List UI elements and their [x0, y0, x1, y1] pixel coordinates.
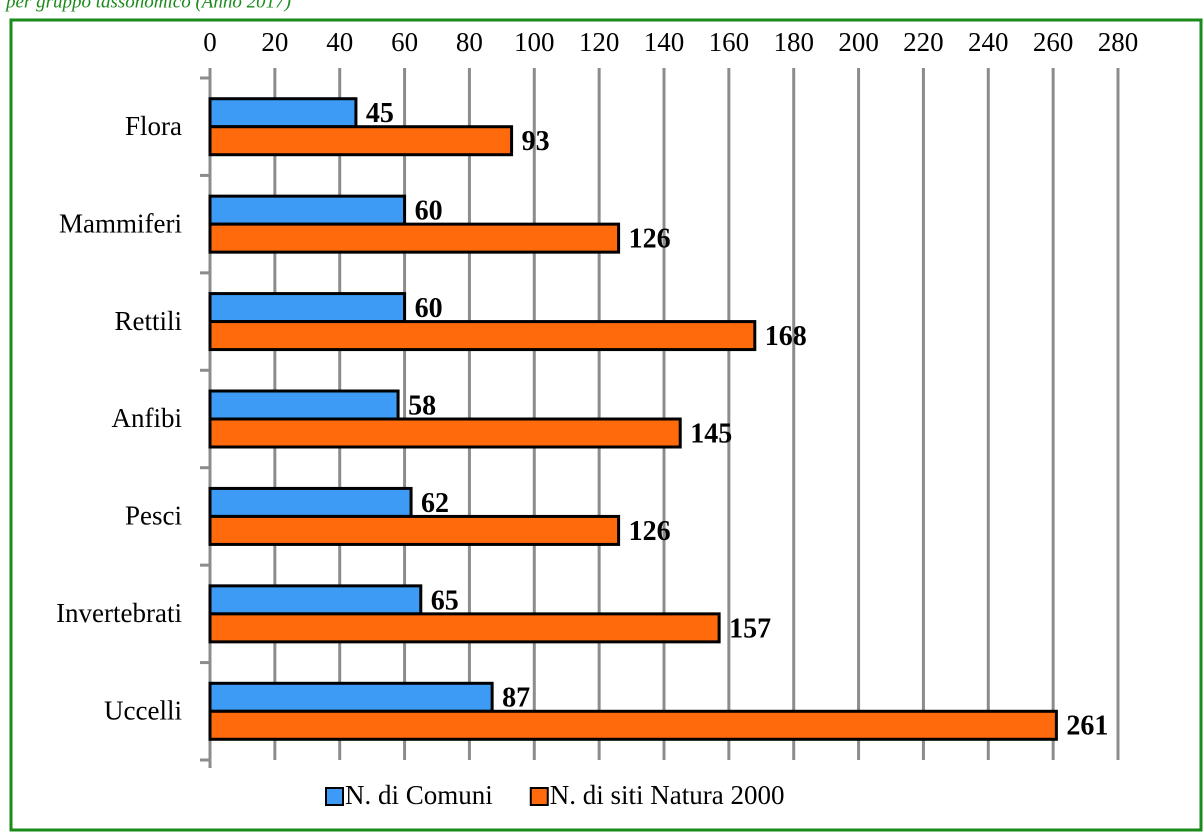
y-tick-label: Pesci	[125, 501, 182, 531]
data-label: 157	[729, 613, 771, 644]
data-label: 60	[415, 196, 443, 227]
bar	[208, 97, 358, 129]
bar	[208, 709, 1058, 741]
x-tick-label: 120	[579, 27, 620, 57]
x-tick-label: 240	[968, 27, 1009, 57]
y-tick-label: Uccelli	[104, 695, 182, 725]
data-label: 65	[431, 585, 459, 616]
y-tick-label: Invertebrati	[56, 598, 182, 628]
y-tick-label: Flora	[125, 111, 182, 141]
bar	[208, 222, 621, 254]
x-tick-label: 140	[644, 27, 685, 57]
y-tick-label: Anfibi	[112, 403, 183, 433]
x-tick-label: 80	[456, 27, 483, 57]
data-label: 62	[421, 488, 449, 519]
bar	[208, 194, 407, 226]
data-label: 168	[765, 321, 807, 352]
chart-subtitle: per gruppo tassonomico (Anno 2017)	[4, 0, 291, 12]
legend-swatch	[325, 787, 344, 806]
data-label: 126	[629, 224, 671, 255]
x-tick-label: 20	[261, 27, 288, 57]
data-label: 126	[629, 516, 671, 547]
y-tick-label: Mammiferi	[59, 208, 182, 238]
bar	[208, 514, 621, 546]
legend-swatch	[529, 787, 549, 806]
x-tick-label: 200	[838, 27, 879, 57]
x-tick-label: 260	[1033, 27, 1074, 57]
x-tick-label: 280	[1098, 27, 1139, 57]
data-label: 261	[1066, 711, 1108, 742]
bar	[208, 681, 494, 713]
x-tick-label: 220	[903, 27, 944, 57]
bar	[208, 389, 400, 421]
bar	[208, 612, 721, 644]
bar	[208, 292, 407, 324]
data-label: 58	[408, 390, 436, 421]
data-label: 93	[522, 126, 550, 157]
x-tick-label: 60	[391, 27, 418, 57]
data-label: 60	[415, 293, 443, 324]
x-tick-label: 100	[514, 27, 555, 57]
legend-label: N. di siti Natura 2000	[550, 780, 785, 810]
x-tick-label: 0	[203, 27, 217, 57]
x-tick-label: 180	[773, 27, 814, 57]
data-label: 45	[366, 98, 394, 129]
x-tick-label: 40	[326, 27, 353, 57]
data-label: 145	[690, 418, 732, 449]
bar	[208, 486, 413, 518]
legend-label: N. di Comuni	[345, 780, 493, 810]
bar	[208, 417, 682, 449]
bar	[208, 125, 514, 157]
bar	[208, 320, 757, 352]
y-tick-label: Rettili	[115, 306, 183, 336]
bar	[208, 584, 423, 616]
x-tick-label: 160	[709, 27, 750, 57]
data-label: 87	[502, 683, 530, 714]
